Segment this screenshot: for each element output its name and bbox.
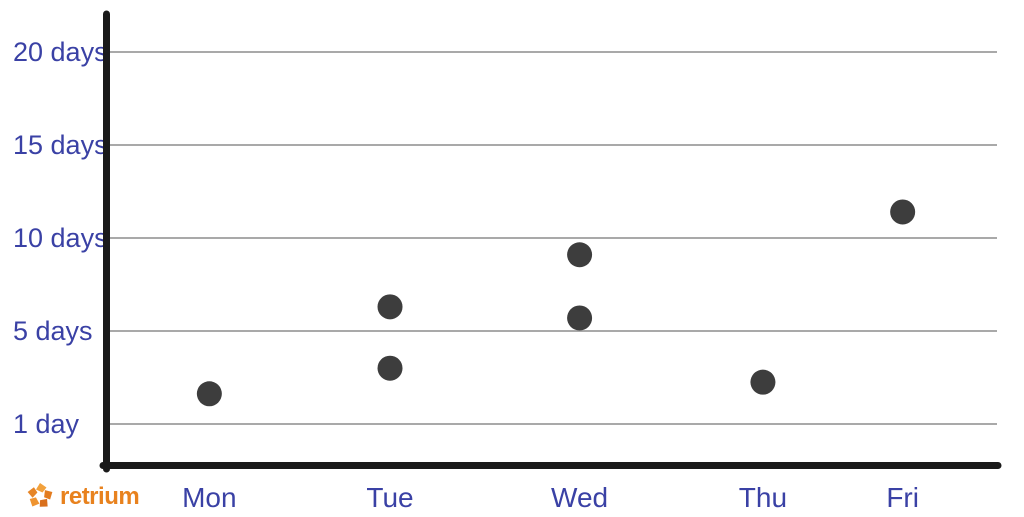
x-tick-label: Mon xyxy=(182,482,236,513)
retrium-logo: retrium xyxy=(25,481,140,511)
retrium-logo-text: retrium xyxy=(60,483,140,510)
y-tick-label: 1 day xyxy=(13,409,80,439)
y-tick-label: 20 days xyxy=(13,37,108,67)
data-point xyxy=(567,305,593,331)
pinwheel-petal xyxy=(29,497,40,507)
y-tick-label: 5 days xyxy=(13,316,93,346)
pinwheel-petal xyxy=(27,487,38,498)
data-point xyxy=(890,199,916,225)
x-tick-label: Thu xyxy=(739,482,787,513)
x-tick-label: Fri xyxy=(886,482,919,513)
y-tick-label: 15 days xyxy=(13,130,108,160)
data-point xyxy=(750,369,776,395)
pinwheel-petal xyxy=(36,483,47,493)
data-point xyxy=(377,355,403,381)
data-point xyxy=(567,242,593,268)
data-point xyxy=(196,381,222,407)
data-point xyxy=(377,294,403,320)
pinwheel-petal xyxy=(39,498,48,507)
x-tick-label: Wed xyxy=(551,482,608,513)
retrium-pinwheel-icon xyxy=(27,483,53,507)
pinwheel-petal xyxy=(44,490,53,500)
y-tick-label: 10 days xyxy=(13,223,108,253)
x-tick-label: Tue xyxy=(366,482,413,513)
